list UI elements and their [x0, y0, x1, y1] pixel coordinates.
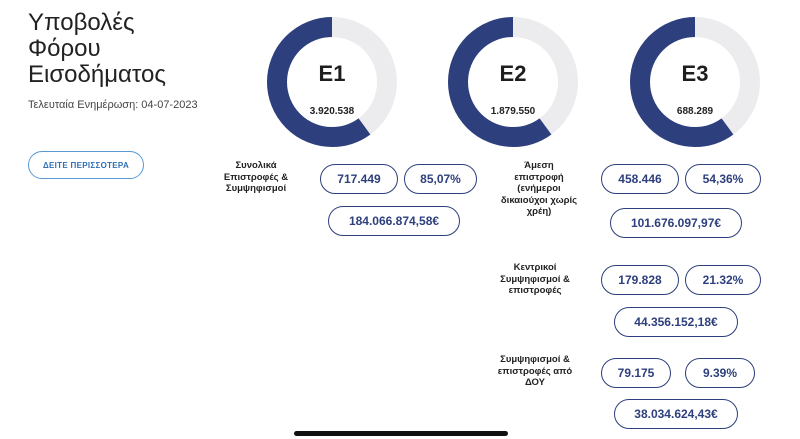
totals-percent-pill: 85,07%	[404, 164, 477, 194]
central-offsets-label: Κεντρικοί Συμψηφισμοί & επιστροφές	[500, 262, 570, 296]
totals-amount-pill: 184.066.874,58€	[328, 206, 460, 236]
home-indicator	[294, 431, 508, 436]
doy-offsets-count-pill: 79.175	[601, 358, 671, 388]
direct-refund-label: Άμεση επιστροφή (ενήμεροι δικαιούχοι χωρ…	[500, 160, 578, 217]
see-more-button[interactable]: ΔΕΙΤΕ ΠΕΡΙΣΣΟΤΕΡΑ	[28, 151, 144, 179]
central-offsets-amount-pill: 44.356.152,18€	[614, 307, 738, 337]
totals-count-pill: 717.449	[320, 164, 398, 194]
page-title: Υποβολές Φόρου Εισοδήματος	[28, 10, 228, 88]
gauge-e3-value: 688.289	[676, 106, 714, 117]
central-offsets-count-pill: 179.828	[601, 265, 679, 295]
title-line-3: Εισοδήματος	[28, 61, 166, 88]
gauge-e1: Ε1 3.920.538	[262, 12, 402, 152]
gauge-e3-ring	[630, 17, 760, 147]
gauge-e2-label: Ε2	[499, 61, 527, 86]
direct-refund-count-pill: 458.446	[601, 164, 679, 194]
title-line-1: Υποβολές	[28, 9, 135, 36]
doy-offsets-amount-pill: 38.034.624,43€	[614, 399, 738, 429]
title-line-2: Φόρου	[28, 35, 101, 62]
gauge-e1-value: 3.920.538	[309, 106, 355, 117]
doy-offsets-label: Συμψηφισμοί & επιστροφές από ΔΟΥ	[497, 354, 573, 388]
direct-refund-amount-pill: 101.676.097,97€	[610, 208, 742, 238]
doy-offsets-percent-pill: 9.39%	[685, 358, 755, 388]
last-update-text: Τελευταία Ενημέρωση: 04-07-2023	[28, 99, 198, 111]
totals-label: Συνολικά Επιστροφές & Συμψηφισμοί	[223, 160, 289, 194]
gauge-e2-value: 1.879.550	[490, 106, 536, 117]
direct-refund-percent-pill: 54,36%	[685, 164, 761, 194]
gauge-e3: Ε3 688.289	[625, 12, 765, 152]
gauge-e1-label: Ε1	[318, 61, 346, 86]
gauge-e3-label: Ε3	[681, 61, 709, 86]
gauge-e1-ring	[267, 17, 397, 147]
gauge-e2: Ε2 1.879.550	[443, 12, 583, 152]
gauge-e2-ring	[448, 17, 578, 147]
central-offsets-percent-pill: 21.32%	[685, 265, 761, 295]
